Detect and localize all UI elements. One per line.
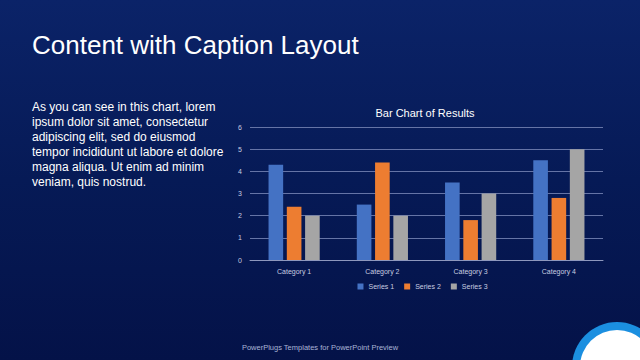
svg-text:2: 2 [238, 212, 242, 219]
svg-text:1: 1 [238, 234, 242, 241]
html-text:PowerPlugs Templates for Power: PowerPlugs Templates for PowerPoint Prev… [241, 343, 399, 352]
svg-text:4: 4 [238, 168, 242, 175]
svg-text:Category 1: Category 1 [277, 268, 311, 276]
svg-text:Series 2: Series 2 [415, 283, 441, 290]
svg-text:Series 3: Series 3 [462, 283, 488, 290]
svg-text:3: 3 [238, 190, 242, 197]
svg-text:6: 6 [238, 124, 242, 131]
html-text:As you can see in this chart,: As you can see in this chart, lorem ipsu… [32, 100, 224, 189]
svg-text:0: 0 [238, 257, 242, 264]
svg-text:Category 2: Category 2 [365, 268, 399, 276]
svg-text:Category 3: Category 3 [454, 268, 488, 276]
svg-text:Series 1: Series 1 [368, 283, 394, 290]
svg-text:5: 5 [238, 146, 242, 153]
html-text:Content with Caption Layout: Content with Caption Layout [32, 30, 359, 60]
svg-text:Bar Chart of Results: Bar Chart of Results [375, 107, 475, 119]
svg-text:Category 4: Category 4 [542, 268, 576, 276]
